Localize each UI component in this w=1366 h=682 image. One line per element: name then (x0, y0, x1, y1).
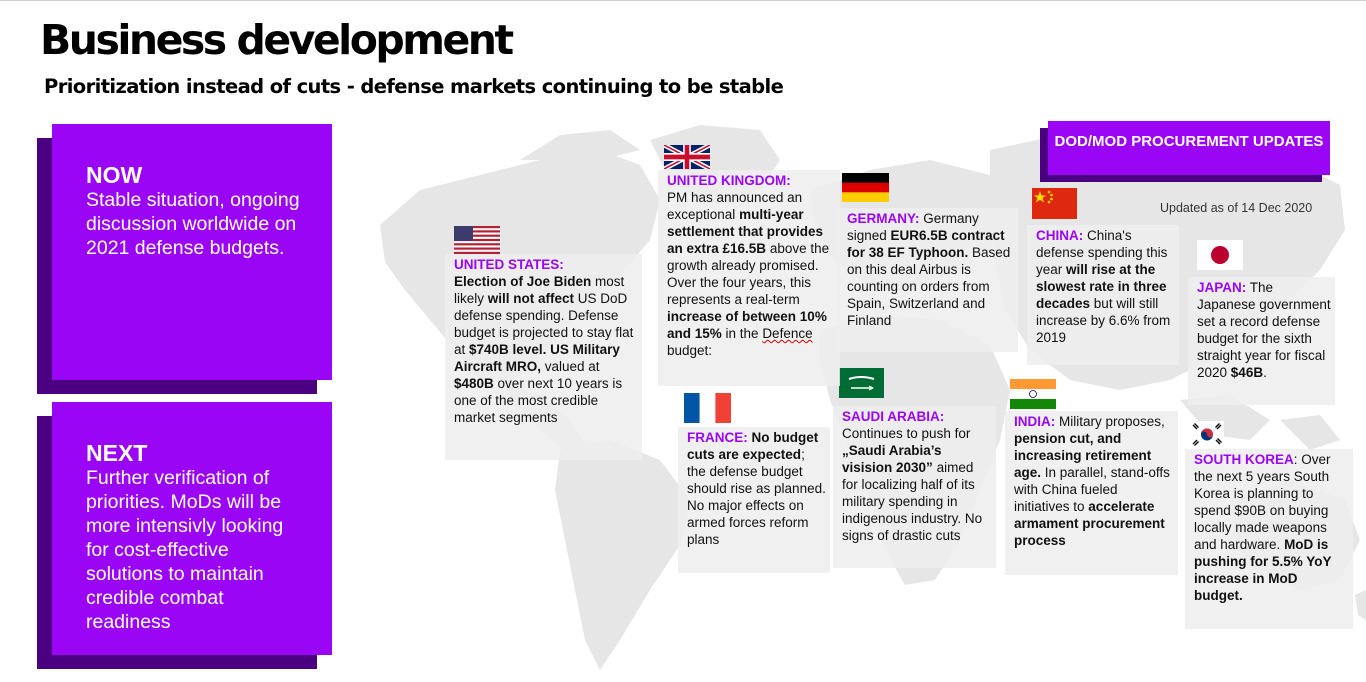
card-united-kingdom: UNITED KINGDOM: PM has announced an exce… (658, 170, 840, 386)
saudi-text: aimed for localizing half of its militar… (842, 460, 983, 543)
country-name-france: FRANCE: (687, 430, 748, 445)
india-text: Military proposes, (1055, 414, 1165, 429)
top-divider (0, 0, 1366, 1)
india-text: pension cut, and increasing retirement a… (1014, 431, 1152, 480)
us-flag-icon (454, 226, 500, 254)
germany-text: Based on this deal Airbus is counting on… (847, 245, 1011, 328)
uk-text: Defence (762, 326, 813, 341)
france-text: No budget cuts are expected (687, 430, 819, 462)
updated-note: Updated as of 14 Dec 2020 (1160, 201, 1313, 215)
south-korea-flag-icon (1190, 421, 1224, 448)
country-name-south-korea: SOUTH KOREA (1194, 452, 1294, 467)
korea-text: MoD is pushing for 5.5% YoY increase in … (1194, 537, 1332, 603)
india-flag-icon (1010, 379, 1056, 409)
india-text: In parallel, stand-offs with China fuele… (1014, 465, 1170, 514)
page-title: Business development (40, 16, 514, 64)
us-text: will not affect (487, 291, 575, 306)
saudi-arabia-flag-icon (839, 368, 884, 398)
japan-text: $46B (1230, 365, 1264, 380)
card-germany: GERMANY: Germany signed EUR6.5B contract… (838, 208, 1018, 352)
card-france: FRANCE: No budget cuts are expected; the… (678, 427, 830, 573)
korea-text: Over the next 5 years South Korea is pla… (1194, 452, 1331, 552)
next-panel: NEXT Further verification of priorities.… (52, 402, 332, 655)
saudi-text: Continues to push for (842, 426, 971, 441)
japan-flag-icon (1197, 240, 1243, 270)
france-text: ; the defense budget should rise as plan… (687, 447, 826, 547)
us-text: Election of Joe Biden (454, 274, 592, 289)
uk-text: above the growth already promised. Over … (667, 241, 830, 307)
country-name-japan: JAPAN: (1197, 280, 1247, 295)
now-body: Stable situation, ongoing discussion wor… (86, 189, 300, 259)
country-name-india: INDIA: (1014, 414, 1056, 429)
dod-procurement-badge: DOD/MOD PROCUREMENT UPDATES (1048, 121, 1330, 175)
country-name-germany: GERMANY: (847, 211, 920, 226)
india-text: accelerate armament procurement process (1014, 499, 1165, 548)
korea-text: : (1293, 452, 1302, 467)
next-body: Further verification of priorities. MoDs… (86, 467, 284, 633)
germany-text: Germany signed (847, 211, 979, 243)
country-name-uk: UNITED KINGDOM: (667, 173, 791, 188)
germany-text: EUR6.5B contract for 38 EF Typhoon. (847, 228, 1005, 260)
japan-text: . (1263, 365, 1267, 380)
now-panel: NOW Stable situation, ongoing discussion… (52, 124, 332, 380)
card-india: INDIA: Military proposes, pension cut, a… (1005, 411, 1178, 575)
us-text: $480B (454, 376, 494, 391)
now-heading: NOW (86, 162, 143, 188)
card-saudi-arabia: SAUDI ARABIA: Continues to push for „Sau… (833, 406, 996, 568)
us-text: $740B level. US Military Aircraft MRO, (454, 342, 620, 374)
country-name-saudi-arabia: SAUDI ARABIA: (842, 409, 945, 424)
china-flag-icon (1032, 188, 1077, 219)
us-text: US DoD defense spending. Defense budget … (454, 291, 634, 357)
next-heading: NEXT (86, 440, 148, 466)
card-japan: JAPAN: The Japanese government set a rec… (1188, 277, 1335, 405)
france-flag-icon (684, 393, 731, 423)
us-text: valued at (541, 359, 600, 374)
uk-text: multi-year settlement that provides an e… (667, 207, 824, 256)
germany-flag-icon (842, 173, 889, 202)
china-text: China's defense spending this year (1036, 228, 1168, 277)
japan-text: The Japanese government set a record def… (1197, 280, 1331, 380)
card-south-korea: SOUTH KOREA: Over the next 5 years South… (1185, 449, 1353, 629)
us-text: most likely (454, 274, 625, 306)
china-text: will rise at the slowest rate in three d… (1036, 262, 1167, 311)
china-text: but will still increase by 6.6% from 201… (1036, 296, 1171, 345)
uk-text: budget: (667, 343, 713, 358)
saudi-text: „Saudi Arabia’s visision 2030” (842, 443, 942, 475)
us-text: over next 10 years is one of the most cr… (454, 376, 623, 425)
card-china: CHINA: China's defense spending this yea… (1027, 225, 1179, 365)
page-subtitle: Prioritization instead of cuts - defense… (44, 75, 784, 98)
country-name-us: UNITED STATES: (454, 257, 564, 272)
uk-flag-icon (664, 145, 710, 169)
country-name-china: CHINA: (1036, 228, 1084, 243)
uk-text: in the (721, 326, 763, 341)
card-united-states: UNITED STATES: Election of Joe Biden mos… (445, 254, 642, 460)
uk-text: increase of between 10% and 15% (667, 309, 827, 341)
uk-text: PM has announced an exceptional (667, 190, 803, 222)
